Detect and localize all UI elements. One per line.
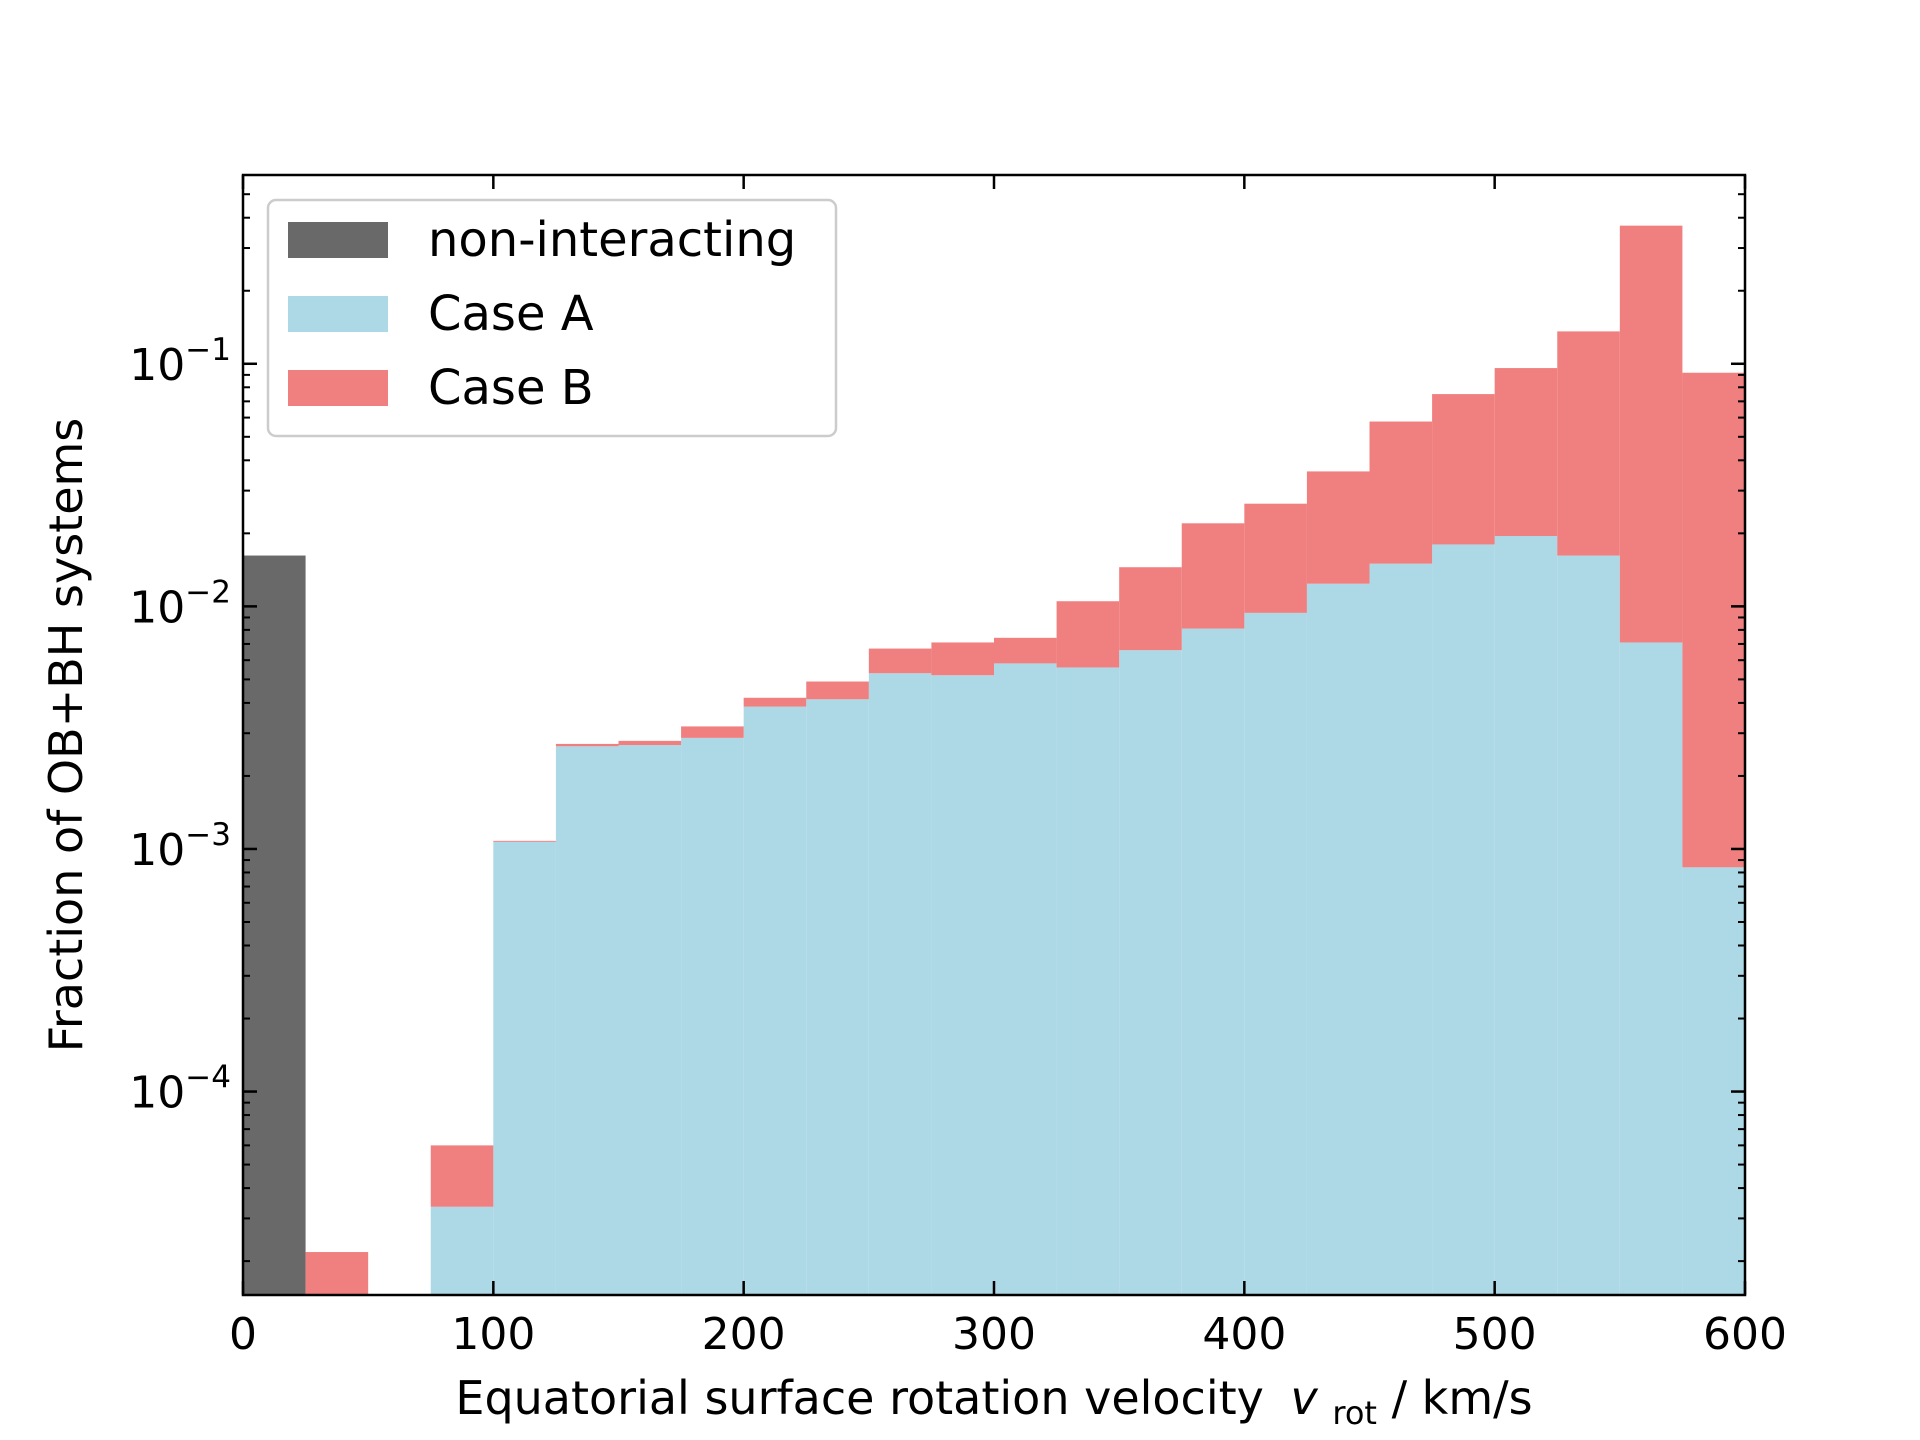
y-axis-label: Fraction of OB+BH systems bbox=[39, 418, 93, 1053]
y-tick-label: 10−2 bbox=[129, 574, 231, 633]
x-tick-label-200: 200 bbox=[702, 1309, 786, 1360]
bar-case-a-150 bbox=[618, 745, 682, 1295]
x-tick-label-100: 100 bbox=[451, 1309, 535, 1360]
bar-case-b-450 bbox=[1369, 421, 1433, 564]
bars-layer bbox=[243, 225, 1745, 1295]
legend: non-interacting Case A Case B bbox=[266, 198, 838, 438]
bar-case-a-200 bbox=[743, 706, 807, 1295]
legend-swatch-case-a bbox=[288, 296, 388, 332]
bar-case-a-425 bbox=[1306, 583, 1370, 1295]
bar-case-a-475 bbox=[1432, 544, 1495, 1295]
bar-case-b-175 bbox=[681, 726, 744, 738]
bar-case-b-425 bbox=[1306, 471, 1370, 584]
bar-case-a-175 bbox=[681, 737, 744, 1295]
bar-case-a-75 bbox=[430, 1206, 494, 1295]
y-tick-label: 10−1 bbox=[129, 332, 231, 391]
y-minor-ticks bbox=[243, 193, 1745, 1263]
bar-case-b-300 bbox=[994, 637, 1057, 664]
bar-case-a-525 bbox=[1557, 555, 1620, 1295]
x-tick-label-300: 300 bbox=[952, 1309, 1036, 1360]
bar-case-b-350 bbox=[1119, 567, 1182, 651]
bar-case-b-225 bbox=[806, 681, 869, 700]
legend-label-case-a: Case A bbox=[428, 286, 594, 342]
legend-swatch-case-b bbox=[288, 370, 388, 406]
ticks-layer: 0 100 200 300 400 500 600 10−1 10−2 10−3 10−4 bbox=[129, 175, 1787, 1360]
bar-case-b-25 bbox=[305, 1252, 369, 1295]
bar-case-a-125 bbox=[555, 746, 619, 1295]
bar-case-a-300 bbox=[994, 663, 1057, 1295]
bar-case-b-100 bbox=[493, 840, 556, 842]
y-tick-label: 10−4 bbox=[129, 1060, 231, 1119]
x-tick-label-600: 600 bbox=[1703, 1309, 1787, 1360]
bar-case-b-400 bbox=[1244, 503, 1307, 613]
bar-case-b-375 bbox=[1181, 523, 1245, 629]
legend-frame bbox=[266, 198, 838, 438]
x-tick-label-0: 0 bbox=[229, 1309, 257, 1360]
bar-case-a-250 bbox=[868, 673, 932, 1295]
bar-case-b-75 bbox=[430, 1145, 494, 1207]
bar-case-b-475 bbox=[1432, 394, 1495, 545]
legend-label-case-b: Case B bbox=[428, 360, 594, 416]
bar-case-a-225 bbox=[806, 699, 869, 1295]
bar-case-b-125 bbox=[555, 743, 619, 747]
bar-non-interacting-0 bbox=[243, 555, 306, 1295]
x-axis-label-subscript: rot bbox=[1332, 1394, 1377, 1432]
bar-case-a-325 bbox=[1056, 667, 1120, 1295]
x-tick-label-400: 400 bbox=[1202, 1309, 1286, 1360]
bar-case-b-550 bbox=[1619, 225, 1683, 643]
bar-case-b-575 bbox=[1682, 372, 1745, 868]
x-axis-label-text: Equatorial surface rotation velocity bbox=[455, 1371, 1263, 1425]
bar-case-b-500 bbox=[1494, 368, 1558, 537]
x-axis-label-symbol: v bbox=[1291, 1371, 1319, 1425]
x-axis-label: Equatorial surface rotation velocity v r… bbox=[455, 1371, 1532, 1435]
bar-case-a-400 bbox=[1244, 612, 1307, 1295]
bar-case-a-500 bbox=[1494, 536, 1558, 1295]
bar-case-b-250 bbox=[868, 648, 932, 674]
bar-case-a-375 bbox=[1181, 628, 1245, 1295]
bar-case-a-550 bbox=[1619, 642, 1683, 1295]
bar-case-a-100 bbox=[493, 841, 556, 1295]
legend-label-non-interacting: non-interacting bbox=[428, 212, 796, 268]
x-tick-label-500: 500 bbox=[1453, 1309, 1537, 1360]
bar-case-a-350 bbox=[1119, 650, 1182, 1295]
bar-case-a-575 bbox=[1682, 867, 1745, 1295]
bar-case-b-525 bbox=[1557, 331, 1620, 556]
bar-case-b-150 bbox=[618, 740, 682, 746]
x-axis-label-unit: / km/s bbox=[1392, 1371, 1533, 1425]
bar-case-b-325 bbox=[1056, 601, 1120, 668]
legend-swatch-non-interacting bbox=[288, 222, 388, 258]
bar-case-b-200 bbox=[743, 697, 807, 707]
y-tick-label: 10−3 bbox=[129, 817, 231, 876]
bar-case-b-275 bbox=[931, 642, 994, 676]
bar-case-a-450 bbox=[1369, 563, 1433, 1295]
bar-case-a-275 bbox=[931, 675, 994, 1295]
